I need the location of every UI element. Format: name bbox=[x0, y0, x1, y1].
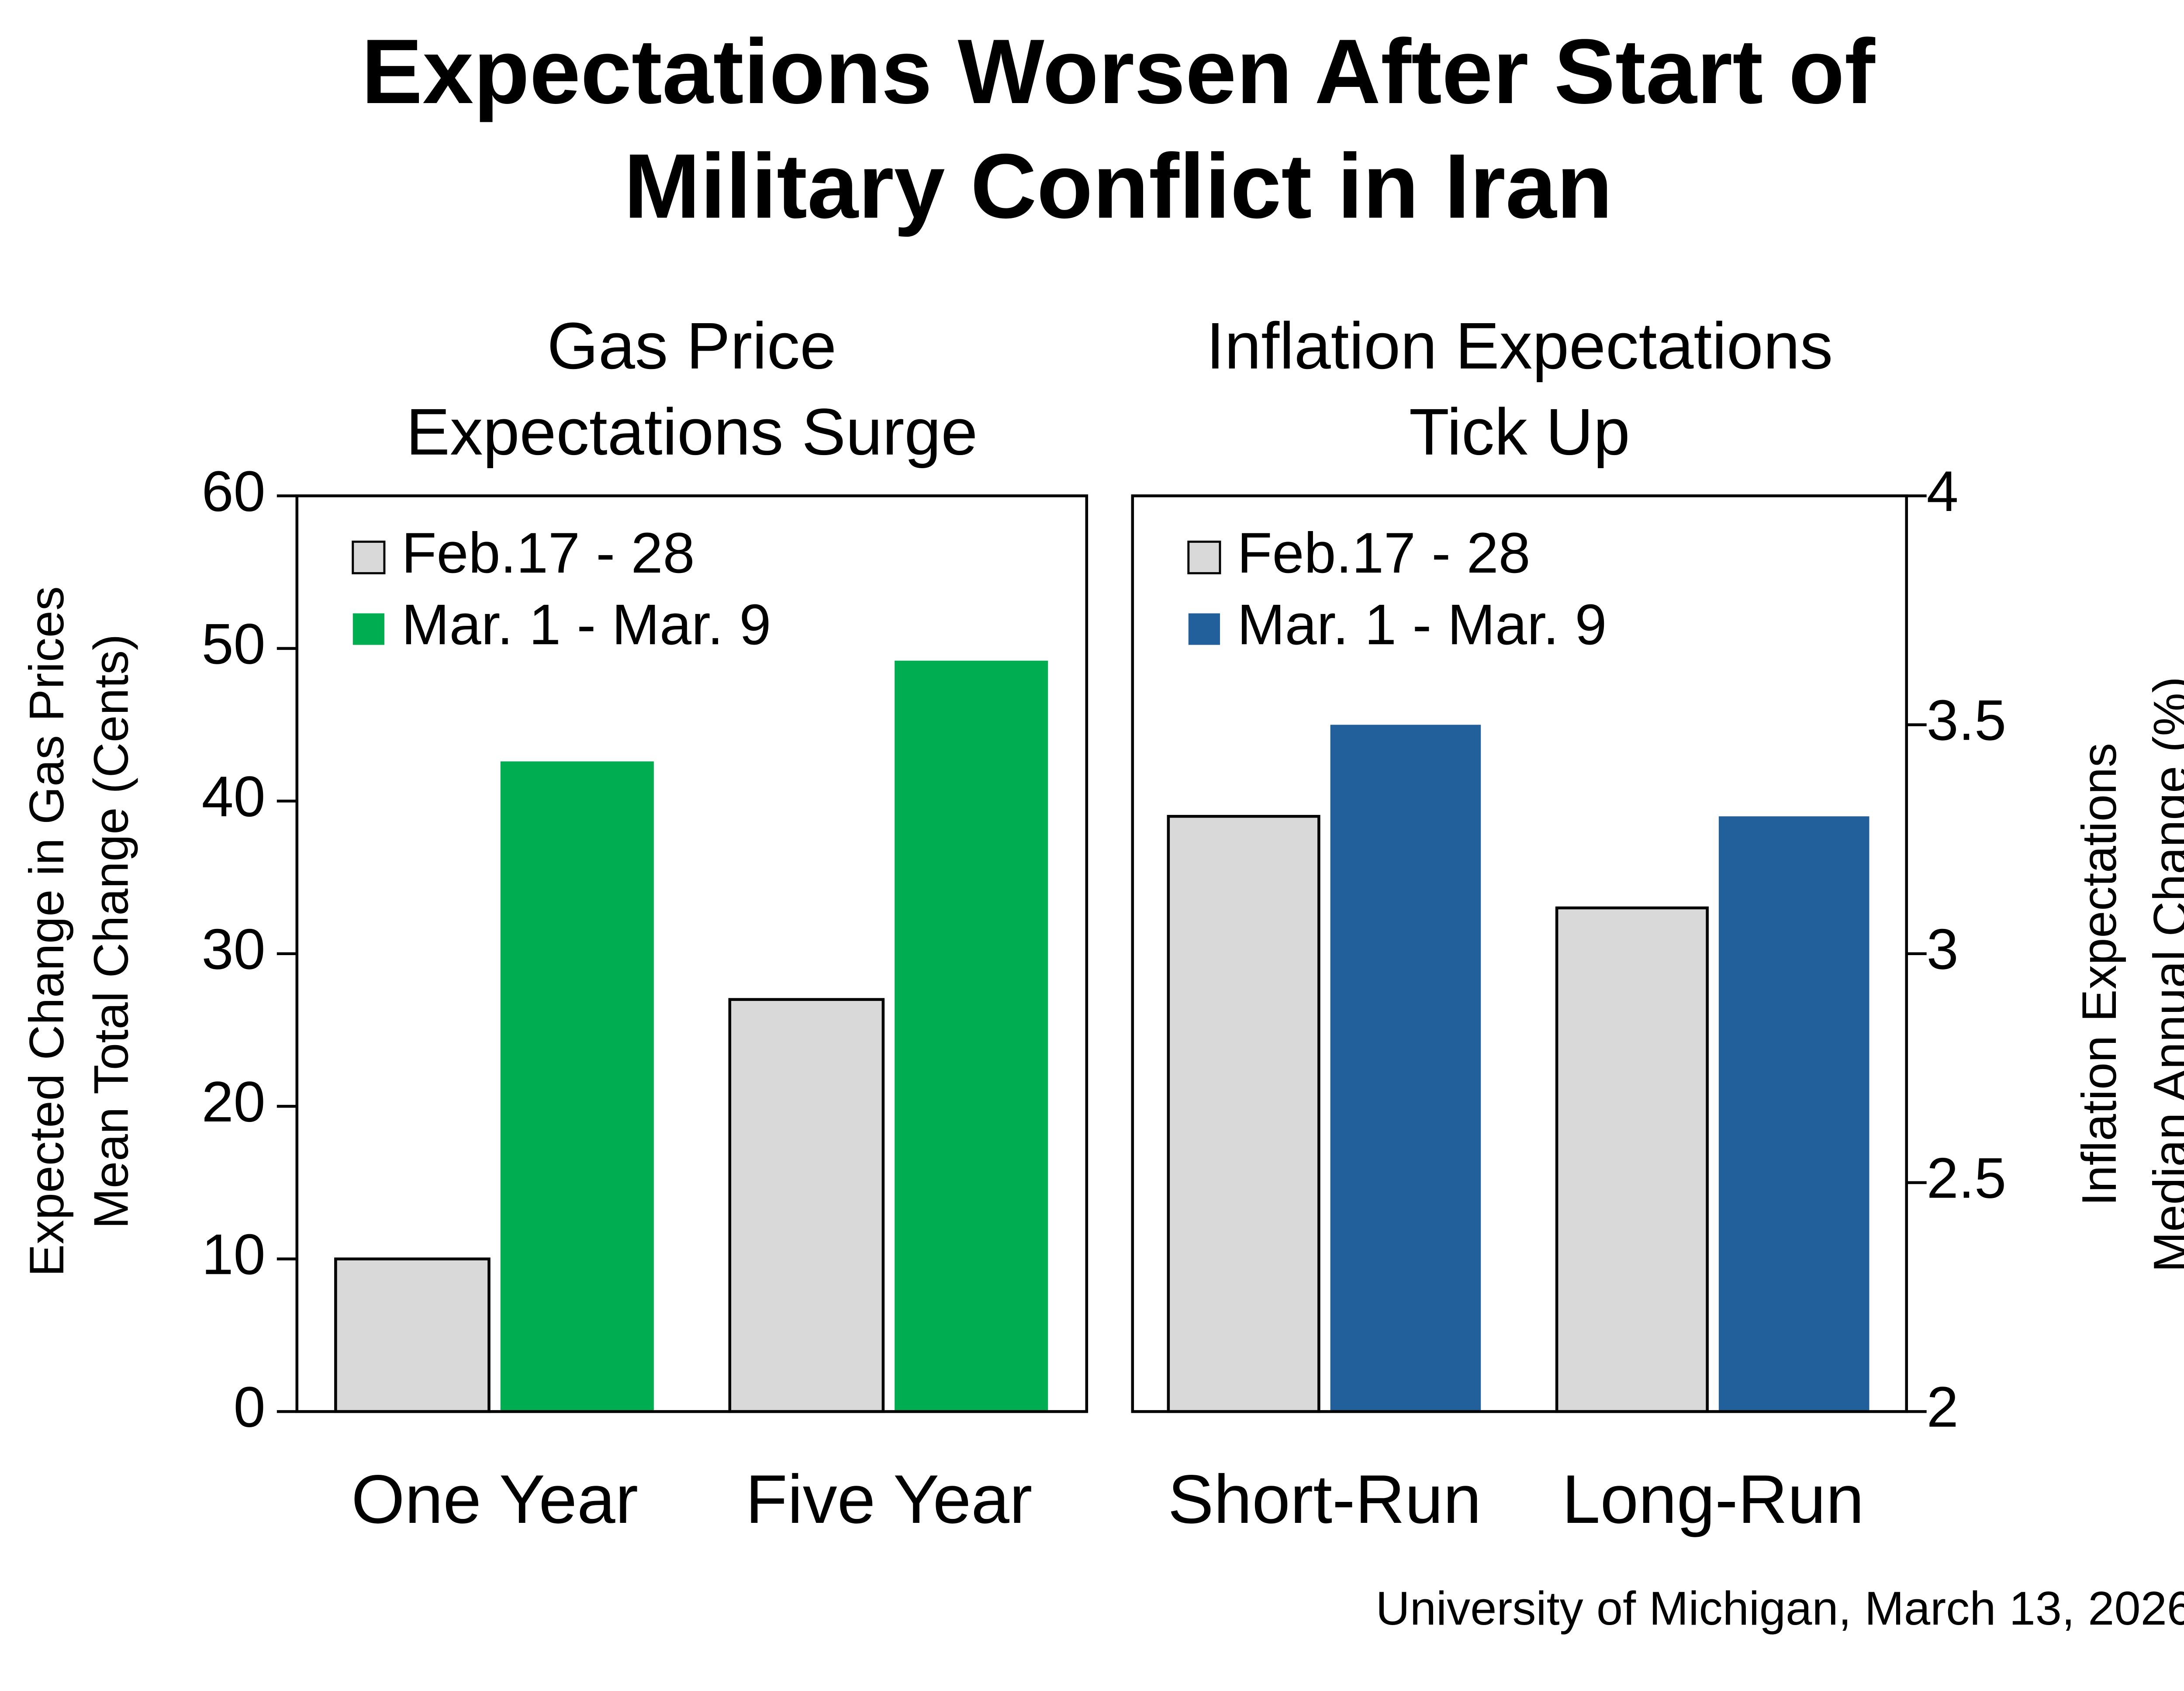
y-tick-label: 20 bbox=[202, 1070, 266, 1134]
y-tick-label: 4 bbox=[1927, 459, 1959, 523]
y-axis-label: Expected Change in Gas Prices bbox=[19, 586, 74, 1277]
y-tick-label: 60 bbox=[202, 459, 266, 523]
bar bbox=[1718, 816, 1870, 1412]
legend-swatch bbox=[352, 613, 384, 645]
legend-swatch bbox=[352, 540, 386, 575]
chart-title: Expectations Worsen After Start of bbox=[361, 20, 1876, 123]
bar bbox=[895, 660, 1048, 1412]
x-tick-label: One Year bbox=[351, 1461, 638, 1538]
bar bbox=[1555, 906, 1709, 1413]
plot-frame bbox=[295, 494, 1089, 1413]
y-axis-label: Median Annual Change (%) bbox=[2143, 676, 2184, 1272]
x-tick-label: Five Year bbox=[746, 1461, 1033, 1538]
y-axis-label: Inflation Expectations bbox=[2072, 743, 2126, 1206]
y-axis-label: Mean Total Change (Cents) bbox=[84, 634, 138, 1229]
bar bbox=[728, 998, 885, 1413]
y-tick-label: 2 bbox=[1927, 1375, 1959, 1439]
y-tick-label: 30 bbox=[202, 917, 266, 981]
y-tick-label: 50 bbox=[202, 611, 266, 676]
subtitle: Inflation Expectations bbox=[1206, 309, 1833, 383]
x-tick-label: Long-Run bbox=[1562, 1461, 1864, 1538]
bar bbox=[500, 761, 654, 1412]
source: University of Michigan, March 13, 2026 bbox=[1376, 1582, 2184, 1635]
y-tick-label: 3 bbox=[1927, 917, 1959, 981]
legend-swatch bbox=[1187, 540, 1221, 575]
y-tick-label: 40 bbox=[202, 764, 266, 828]
bar bbox=[1167, 814, 1320, 1413]
y-tick-label: 2.5 bbox=[1927, 1146, 2006, 1210]
legend-swatch bbox=[1188, 613, 1220, 645]
legend-label: Mar. 1 - Mar. 9 bbox=[1237, 592, 1607, 656]
subtitle: Expectations Surge bbox=[406, 395, 978, 469]
legend-label: Feb.17 - 28 bbox=[1237, 521, 1530, 585]
bar bbox=[1330, 725, 1481, 1412]
y-tick-label: 10 bbox=[202, 1222, 266, 1286]
subtitle: Tick Up bbox=[1409, 395, 1630, 469]
plot-frame bbox=[1131, 494, 1908, 1413]
legend-label: Feb.17 - 28 bbox=[401, 521, 695, 585]
chart-title: Military Conflict in Iran bbox=[624, 135, 1613, 237]
subtitle: Gas Price bbox=[547, 309, 836, 383]
y-tick-label: 3.5 bbox=[1927, 688, 2006, 752]
bar bbox=[334, 1257, 491, 1413]
legend-label: Mar. 1 - Mar. 9 bbox=[401, 592, 771, 656]
y-tick-label: 0 bbox=[234, 1375, 266, 1439]
x-tick-label: Short-Run bbox=[1168, 1461, 1482, 1538]
